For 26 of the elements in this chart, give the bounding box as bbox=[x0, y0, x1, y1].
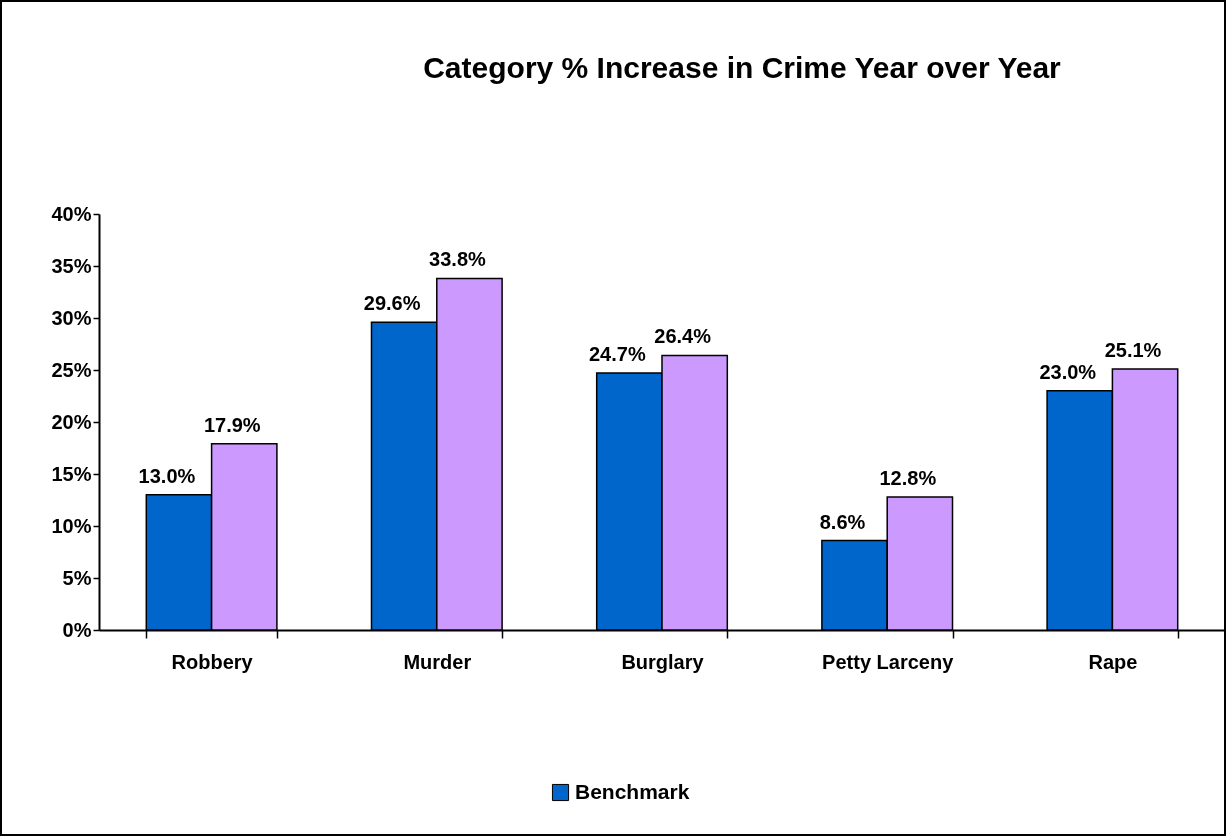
data-label: 26.4% bbox=[654, 325, 712, 348]
y-tick-label: 0% bbox=[62, 618, 92, 641]
x-tick-label: Murder bbox=[403, 650, 472, 673]
x-tick-label: Petty Larceny bbox=[822, 650, 955, 673]
y-tick-label: 15% bbox=[51, 462, 92, 485]
chart-title: Category % Increase in Crime Year over Year bbox=[423, 51, 1062, 84]
y-tick-label: 35% bbox=[51, 254, 92, 277]
x-tick-label: Robbery bbox=[171, 650, 254, 673]
data-label: 23.0% bbox=[1039, 360, 1097, 383]
data-label: 33.8% bbox=[429, 248, 487, 271]
y-tick-label: 40% bbox=[51, 202, 92, 225]
y-tick-label: 5% bbox=[62, 566, 92, 589]
y-tick-label: 10% bbox=[51, 514, 92, 537]
data-label: 17.9% bbox=[203, 413, 261, 436]
data-label: 24.7% bbox=[588, 343, 646, 366]
data-label: 8.6% bbox=[819, 510, 866, 533]
x-tick-label: Rape bbox=[1088, 650, 1138, 673]
data-label: 29.6% bbox=[363, 292, 421, 315]
y-tick-label: 20% bbox=[51, 410, 92, 433]
data-label: 12.8% bbox=[879, 466, 937, 489]
data-label: 25.1% bbox=[1104, 338, 1162, 361]
y-tick-label: 30% bbox=[51, 306, 92, 329]
legend-label: Benchmark bbox=[575, 779, 690, 803]
data-label: 13.0% bbox=[138, 464, 196, 487]
y-tick-label: 25% bbox=[51, 358, 92, 381]
x-tick-label: Burglary bbox=[621, 650, 705, 673]
